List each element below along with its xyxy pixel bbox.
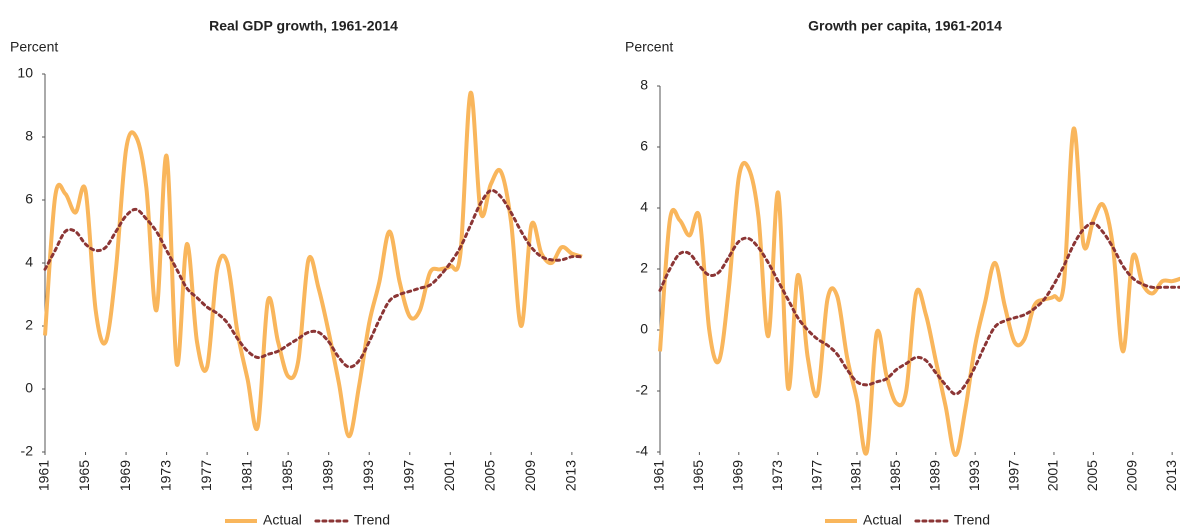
legend-label: Actual: [863, 512, 902, 528]
y-axis-label: Percent: [625, 39, 673, 55]
chart-title: Real GDP growth, 1961-2014: [209, 18, 398, 34]
x-tick-label: 1973: [769, 460, 785, 491]
x-tick-label: 1989: [319, 460, 335, 491]
y-tick-label: 10: [17, 65, 33, 81]
x-tick-label: 1969: [729, 460, 745, 491]
x-tick-label: 1961: [36, 460, 52, 491]
y-tick-label: 2: [640, 260, 648, 276]
y-tick-label: 0: [25, 380, 33, 396]
x-tick-label: 1965: [76, 460, 92, 491]
series-line: [43, 90, 583, 439]
series-line: [658, 126, 1180, 458]
x-tick-label: 1981: [848, 460, 864, 491]
legend-label: Trend: [354, 512, 390, 528]
x-tick-label: 2005: [482, 460, 498, 491]
y-tick-label: -2: [636, 382, 649, 398]
x-tick-label: 2013: [1163, 460, 1179, 491]
y-tick-label: 6: [640, 138, 648, 154]
y-tick-label: 2: [25, 317, 33, 333]
x-tick-label: 2005: [1084, 460, 1100, 491]
x-tick-label: 1981: [238, 460, 254, 491]
x-tick-label: 2013: [563, 460, 579, 491]
x-tick-label: 1973: [157, 460, 173, 491]
x-tick-label: 1997: [400, 460, 416, 491]
x-tick-label: 2001: [441, 460, 457, 491]
x-tick-label: 1969: [117, 460, 133, 491]
x-tick-label: 1985: [279, 460, 295, 491]
series-line: [43, 188, 584, 369]
x-tick-label: 2009: [522, 460, 538, 491]
y-tick-label: 8: [640, 77, 648, 93]
x-tick-label: 1993: [360, 460, 376, 491]
x-tick-label: 1961: [651, 460, 667, 491]
legend-label: Actual: [263, 512, 302, 528]
x-tick-label: 1985: [887, 460, 903, 491]
y-tick-label: 0: [640, 321, 648, 337]
x-tick-label: 1977: [808, 460, 824, 491]
y-axis-label: Percent: [10, 39, 58, 55]
chart-title: Growth per capita, 1961-2014: [808, 18, 1002, 34]
x-tick-label: 1977: [198, 460, 214, 491]
y-tick-label: 6: [25, 191, 33, 207]
y-tick-label: -4: [636, 443, 649, 459]
series-line: [658, 221, 1180, 396]
x-tick-label: 1997: [1005, 460, 1021, 491]
x-tick-label: 2009: [1123, 460, 1139, 491]
x-tick-label: 1965: [690, 460, 706, 491]
y-tick-label: 8: [25, 128, 33, 144]
y-tick-label: 4: [640, 199, 648, 215]
x-tick-label: 1993: [966, 460, 982, 491]
y-tick-label: 4: [25, 254, 33, 270]
x-tick-label: 1989: [926, 460, 942, 491]
y-tick-label: -2: [21, 443, 34, 459]
x-tick-label: 2001: [1045, 460, 1061, 491]
legend-label: Trend: [954, 512, 990, 528]
